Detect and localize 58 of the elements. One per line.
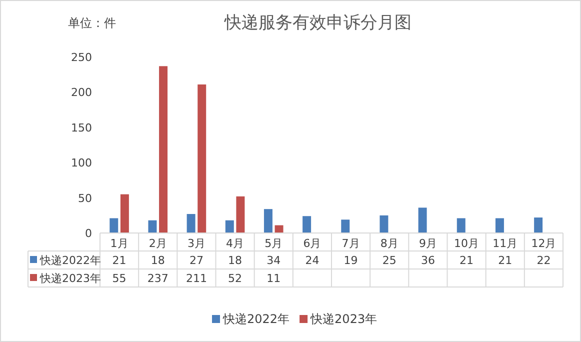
- bar: [225, 220, 234, 233]
- bar: [302, 216, 312, 233]
- data-label: 18: [228, 254, 242, 267]
- data-label: 237: [147, 272, 168, 285]
- bar: [456, 218, 466, 233]
- x-tick-label: 1月: [110, 237, 128, 250]
- legend-label: 快递2022年: [39, 254, 101, 267]
- bar: [380, 215, 388, 233]
- y-tick-label: 50: [78, 192, 92, 205]
- x-tick-label: 7月: [342, 237, 360, 250]
- data-label: 211: [186, 272, 207, 285]
- bar: [264, 209, 272, 233]
- bar: [341, 220, 350, 233]
- chart-title: 快递服务有效申诉分月图: [224, 13, 412, 33]
- bar: [159, 66, 168, 233]
- x-tick-label: 8月: [380, 237, 398, 250]
- legend-label: 快递2023年: [39, 272, 101, 285]
- y-tick-label: 250: [71, 51, 92, 64]
- data-label: 52: [228, 272, 242, 285]
- y-tick-label: 200: [71, 86, 92, 100]
- legend-快递2023年: 快递2023年: [300, 312, 378, 326]
- x-tick-label: 12月: [531, 237, 556, 250]
- bar: [274, 225, 284, 233]
- data-label: 36: [420, 254, 435, 267]
- x-tick-label: 2月: [148, 237, 167, 250]
- x-tick-label: 3月: [187, 237, 206, 250]
- y-tick-label: 0: [85, 227, 92, 240]
- legend-快递2022年: 快递2022年: [212, 312, 290, 326]
- data-label: 18: [150, 254, 165, 267]
- y-tick-label: 100: [71, 156, 92, 170]
- bar: [120, 194, 129, 233]
- bar: [148, 220, 157, 233]
- bar: [236, 196, 245, 233]
- bar: [198, 84, 206, 233]
- y-tick-label: 150: [71, 121, 92, 134]
- data-label: 19: [344, 254, 358, 267]
- x-tick-label: 10月: [454, 237, 480, 250]
- data-label: 21: [112, 254, 126, 267]
- x-tick-label: 6月: [303, 237, 322, 250]
- x-tick-label: 9月: [418, 237, 437, 250]
- bar: [534, 218, 543, 233]
- data-label: 21: [498, 254, 512, 267]
- x-tick-label: 4月: [226, 237, 244, 250]
- data-label: 11: [266, 272, 281, 285]
- x-tick-label: 5月: [264, 237, 283, 250]
- data-label: 25: [382, 254, 396, 267]
- data-label: 27: [189, 254, 204, 267]
- bar: [186, 214, 196, 233]
- data-label: 24: [305, 254, 320, 267]
- bar: [110, 218, 118, 233]
- data-label: 22: [536, 254, 551, 267]
- bar: [495, 218, 504, 233]
- data-label: 34: [266, 254, 281, 267]
- x-tick-label: 11月: [492, 237, 518, 250]
- text: 单位：件: [68, 16, 116, 30]
- data-label: 21: [460, 254, 474, 267]
- data-label: 55: [112, 272, 126, 285]
- bar: [418, 208, 427, 233]
